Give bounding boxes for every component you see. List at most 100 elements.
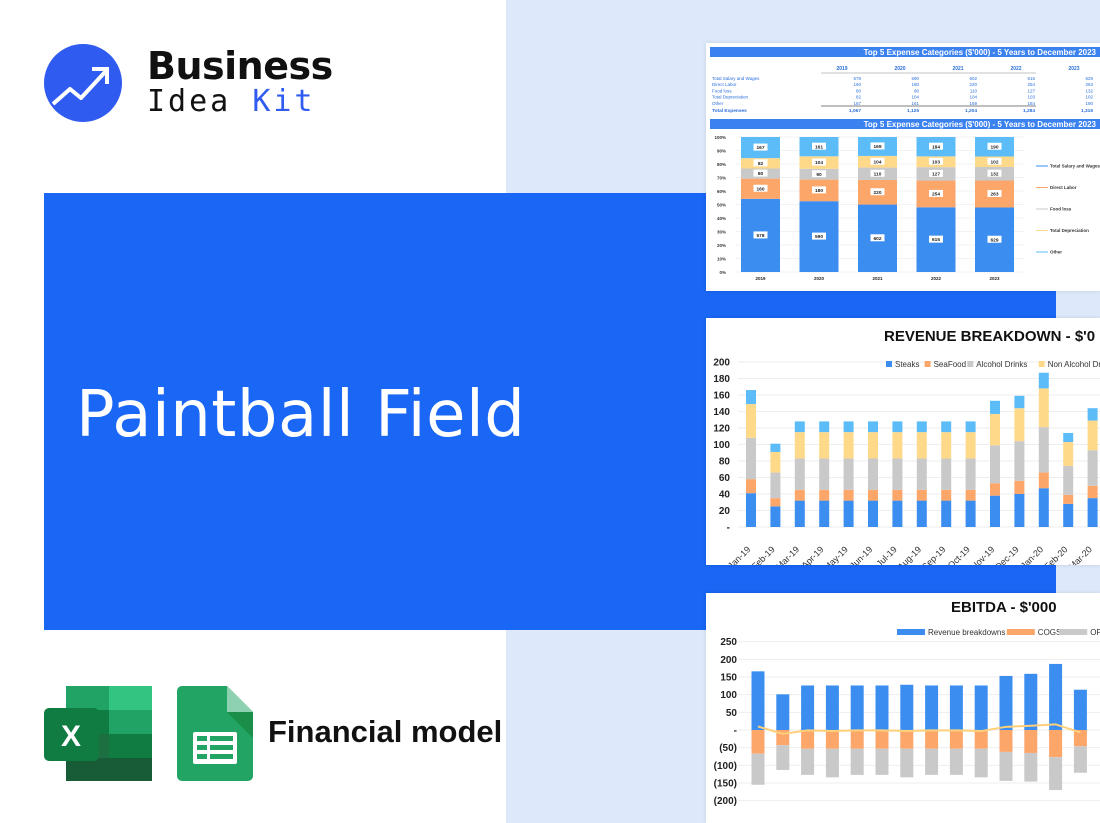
y-tick-label: 100% xyxy=(714,135,726,140)
data-label: 180 xyxy=(815,188,823,194)
bar-segment xyxy=(868,458,878,490)
table-cell: 90 xyxy=(914,88,920,93)
bar-segment xyxy=(770,472,781,499)
bar-segment xyxy=(925,748,939,775)
bar-segment xyxy=(990,413,1000,446)
bar-segment xyxy=(751,671,765,730)
bar-segment xyxy=(850,685,864,730)
bar-segment xyxy=(746,493,756,527)
legend-label: Other xyxy=(1050,250,1062,255)
table-cell: 104 xyxy=(911,95,919,100)
table-total-cell: 1,125 xyxy=(907,108,919,114)
data-label-bg xyxy=(987,189,1002,197)
bar-segment xyxy=(843,432,854,459)
data-label-bg xyxy=(812,142,826,150)
bar-segment xyxy=(770,451,781,473)
chart-title: EBITDA - $'000 xyxy=(951,599,1057,616)
data-label-bg xyxy=(929,157,943,165)
data-label: 167 xyxy=(756,145,764,151)
bar-segment xyxy=(819,432,830,459)
y-tick-label: 100 xyxy=(713,440,730,451)
table-year-header: 2022 xyxy=(1010,66,1021,72)
table-cell: 590 xyxy=(911,76,919,81)
x-tick-label: Dec-19 xyxy=(993,544,1021,565)
table-cell: 180 xyxy=(911,82,919,87)
data-label-bg xyxy=(987,169,1002,177)
bar-segment xyxy=(990,400,1000,414)
y-tick-label: 80 xyxy=(719,457,731,468)
page-title: Paintball Field xyxy=(76,378,526,452)
bar-segment xyxy=(801,748,815,775)
ebitda-chart: EBITDA - $'000 (200) (150) (100) (50) - 50 100 1… xyxy=(714,599,1100,807)
data-label: 132 xyxy=(990,171,998,177)
table-cell: 220 xyxy=(969,82,977,87)
data-label-bg xyxy=(870,169,885,177)
bar-segment xyxy=(999,675,1013,730)
chart-title: REVENUE BREAKDOWN - $'0 xyxy=(884,328,1095,345)
data-label: 629 xyxy=(990,237,998,243)
brand-kit: Kit xyxy=(252,84,316,119)
bar-segment xyxy=(751,753,765,785)
bar-segment xyxy=(916,489,927,501)
data-label: 578 xyxy=(756,233,764,239)
legend-label: Steaks xyxy=(895,360,919,369)
expense-card: Top 5 Expense Categories ($'000) - 5 Yea… xyxy=(706,43,1100,291)
x-tick-label: Jan-19 xyxy=(726,544,753,565)
data-label: 169 xyxy=(873,144,881,150)
data-label-bg xyxy=(870,157,885,165)
table-cell: 127 xyxy=(1027,88,1035,93)
data-label: 263 xyxy=(990,192,998,198)
bar-segment xyxy=(825,748,839,778)
y-tick-label: 120 xyxy=(713,424,730,435)
bar-segment xyxy=(925,685,939,730)
revenue-breakdown-chart: REVENUE BREAKDOWN - $'0 - 20 40 60 80 100 120 14… xyxy=(713,328,1100,565)
bar-segment xyxy=(1014,480,1025,494)
bar-segment xyxy=(819,500,830,527)
bar-segment xyxy=(875,685,889,730)
data-label: 80 xyxy=(758,171,764,177)
data-label-bg xyxy=(987,157,1002,165)
bar-segment xyxy=(819,421,830,433)
table-row-label: Total Depreciation xyxy=(712,95,749,100)
data-label: 104 xyxy=(873,159,881,165)
data-label: 82 xyxy=(758,161,764,167)
legend-label: Total Salary and Wages xyxy=(1050,164,1100,169)
table-cell: 263 xyxy=(1085,82,1093,87)
bar-segment xyxy=(770,443,781,452)
bar-segment xyxy=(1073,746,1087,773)
y-tick-label: 250 xyxy=(720,637,737,648)
table-cell: 602 xyxy=(969,76,977,81)
bar-segment xyxy=(1087,408,1098,421)
table-cell: 110 xyxy=(970,88,978,93)
data-label-bg xyxy=(812,186,826,194)
data-label: 184 xyxy=(932,144,940,150)
y-tick-label: (50) xyxy=(719,743,737,754)
bar-segment xyxy=(965,489,976,501)
bar-segment xyxy=(1087,485,1098,499)
bar-segment xyxy=(892,489,903,501)
y-tick-label: 60 xyxy=(719,473,731,484)
bar-segment xyxy=(941,489,952,501)
bar-segment xyxy=(819,489,830,501)
data-label-bg xyxy=(929,169,943,177)
bar-segment xyxy=(1087,498,1098,527)
legend-label: COGS xyxy=(1038,628,1062,637)
bar-segment xyxy=(1038,488,1049,527)
table-total-cell: 1,067 xyxy=(849,108,861,114)
data-label: 161 xyxy=(815,144,823,150)
x-tick-label: Apr-19 xyxy=(799,544,825,565)
legend-swatch xyxy=(924,361,931,367)
bar-segment xyxy=(1014,408,1025,442)
y-tick-label: 70% xyxy=(717,176,726,181)
excel-icon: X xyxy=(44,686,152,781)
bar-segment xyxy=(746,390,756,405)
legend-label: Total Depreciation xyxy=(1050,228,1089,233)
table-row-label: Food loss xyxy=(712,88,732,93)
bar-segment xyxy=(801,685,815,730)
table-total-cell: 1,284 xyxy=(1023,108,1035,114)
data-label: 590 xyxy=(815,234,823,240)
legend-swatch xyxy=(897,629,925,635)
y-tick-label: 100 xyxy=(720,690,737,701)
bar-segment xyxy=(974,748,988,778)
bar-segment xyxy=(868,489,878,501)
